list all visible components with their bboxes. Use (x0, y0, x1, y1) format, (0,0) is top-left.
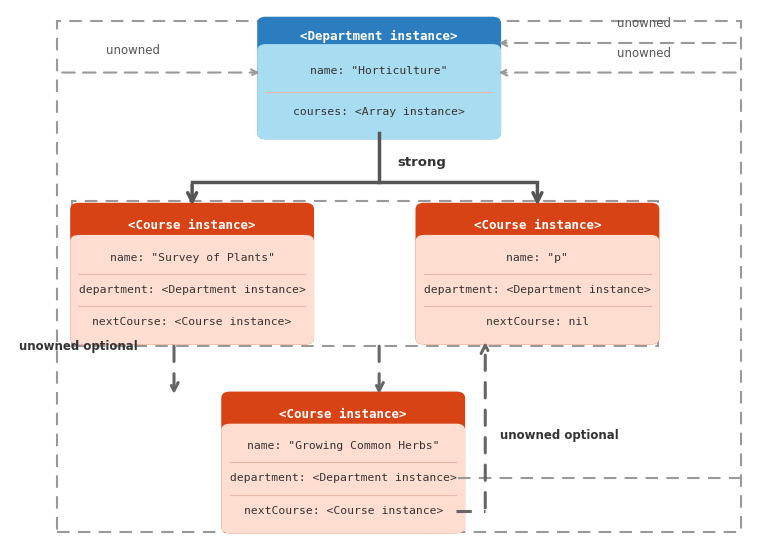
FancyBboxPatch shape (416, 235, 660, 344)
Text: <Department instance>: <Department instance> (300, 30, 458, 43)
Text: <Course instance>: <Course instance> (128, 219, 256, 232)
FancyBboxPatch shape (416, 203, 660, 344)
FancyBboxPatch shape (70, 235, 314, 344)
Text: strong: strong (397, 156, 446, 169)
Bar (71, 201, 658, 346)
Text: nextCourse: <Course instance>: nextCourse: <Course instance> (93, 317, 292, 327)
FancyBboxPatch shape (257, 16, 501, 139)
Text: department: <Department instance>: department: <Department instance> (424, 285, 651, 295)
Text: <Course instance>: <Course instance> (473, 219, 601, 232)
Text: unowned: unowned (106, 44, 160, 57)
Text: department: <Department instance>: department: <Department instance> (230, 474, 457, 483)
Text: unowned optional: unowned optional (19, 340, 138, 353)
Text: name: "p": name: "p" (506, 252, 568, 262)
FancyBboxPatch shape (221, 424, 465, 534)
Text: unowned: unowned (616, 17, 670, 30)
Text: unowned optional: unowned optional (499, 429, 619, 442)
Text: nextCourse: <Course instance>: nextCourse: <Course instance> (243, 505, 443, 516)
Text: name: "Survey of Plants": name: "Survey of Plants" (109, 252, 274, 262)
Text: courses: <Array instance>: courses: <Array instance> (293, 107, 465, 117)
Text: department: <Department instance>: department: <Department instance> (79, 285, 306, 295)
FancyBboxPatch shape (257, 44, 501, 139)
Text: nextCourse: nil: nextCourse: nil (486, 317, 589, 327)
FancyBboxPatch shape (221, 392, 465, 534)
Text: unowned: unowned (616, 47, 670, 60)
Text: name: "Horticulture": name: "Horticulture" (310, 66, 448, 76)
Text: name: "Growing Common Herbs": name: "Growing Common Herbs" (247, 441, 439, 452)
FancyBboxPatch shape (70, 203, 314, 344)
Text: <Course instance>: <Course instance> (280, 408, 407, 421)
